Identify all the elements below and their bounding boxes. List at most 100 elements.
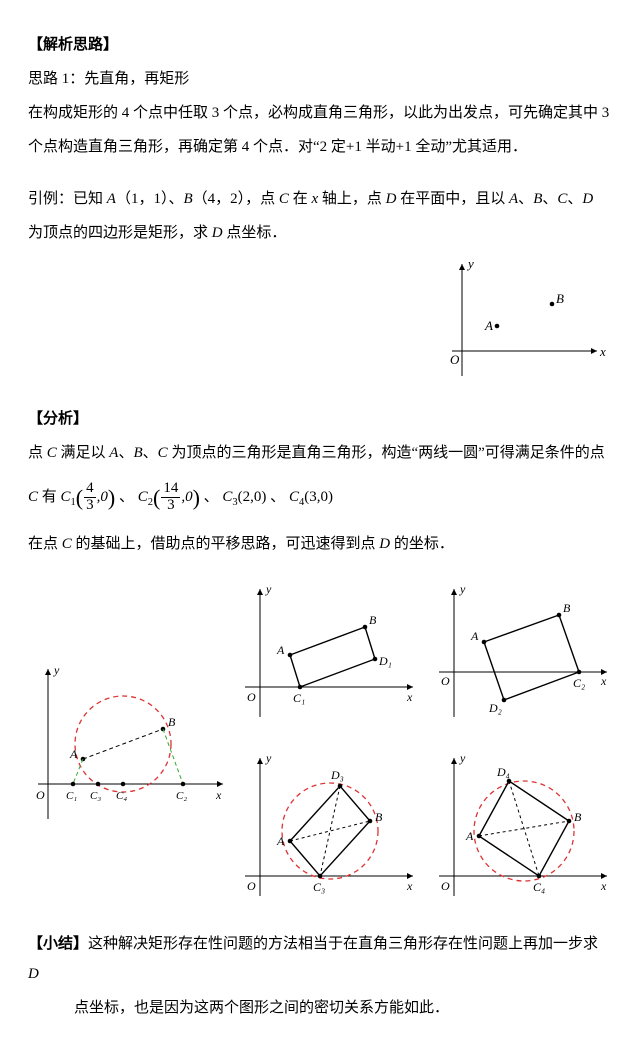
an-l3a: 在点: [28, 536, 62, 552]
analysis-title: 【分析】: [28, 404, 612, 434]
bm-x: x: [406, 879, 413, 893]
fl-x: x: [215, 788, 222, 802]
example-line2: 为顶点的四边形是矩形，求 D 点坐标．: [28, 218, 612, 248]
ex-D2: D: [582, 191, 593, 207]
ex-Ac: （1，1）: [116, 191, 169, 207]
bm-A: A: [276, 834, 285, 848]
tr-O: O: [441, 674, 450, 688]
an-C2l: C: [138, 489, 148, 505]
fl-y: y: [53, 663, 60, 677]
br-A: A: [465, 829, 474, 843]
tm-y: y: [265, 582, 272, 596]
ex-D: D: [386, 191, 397, 207]
tr-C2: C₂: [573, 676, 585, 690]
bm-D3: D₃: [330, 768, 344, 782]
fl-C3: C₃: [90, 790, 101, 802]
an-sep2: 、: [204, 489, 219, 505]
an-C4c: (3,0): [304, 489, 333, 505]
an-B: B: [133, 445, 142, 461]
figure-1-container: x y O A B: [28, 256, 612, 386]
ex-t1: 引例：已知: [28, 191, 107, 207]
figure-grid: O y x A B C₁ C₃ C₄ C₂ O y x: [28, 567, 612, 911]
ex-A: A: [107, 191, 116, 207]
bm-y: y: [265, 751, 272, 765]
fig1-O-label: O: [450, 352, 460, 367]
an-C: C: [47, 445, 57, 461]
tr-B: B: [563, 601, 571, 615]
an-C3c: (2,0): [238, 489, 267, 505]
ex-t3: 在: [289, 191, 312, 207]
figure-1: x y O A B: [422, 256, 612, 386]
analysis-l2: C 有 C1(43,0) 、 C2(143,0) 、 C3(2,0) 、 C4(…: [28, 472, 612, 525]
an-sep1: 、: [119, 489, 134, 505]
ex-t2: ，点: [245, 191, 279, 207]
an-s2: 、: [143, 445, 158, 461]
para-s1-l3: 个点构造直角三角形，再确定第 4 个点．对“2 定+1 半动+1 全动”尤其适用…: [28, 132, 612, 162]
br-B: B: [574, 810, 582, 824]
ex-l2: 为顶点的四边形是矩形，求: [28, 225, 212, 241]
br-x: x: [600, 879, 607, 893]
ex-Bc: （4，2）: [193, 191, 246, 207]
tr-A: A: [470, 629, 479, 643]
br-C4: C₄: [533, 880, 545, 894]
ex-B2: B: [533, 191, 542, 207]
tm-O: O: [247, 690, 256, 704]
sum-D: D: [28, 966, 39, 982]
ex-D3: D: [212, 225, 223, 241]
an-t1: 点: [28, 445, 47, 461]
tr-y: y: [459, 582, 466, 596]
an-C1n: 4: [84, 481, 96, 498]
fl-O: O: [36, 788, 45, 802]
figure-tm: O y x A B C₁ D₁: [232, 567, 422, 737]
an-l3b: 的基础上，借助点的平移思路，可迅速得到点: [72, 536, 380, 552]
an-C4l: C: [289, 489, 299, 505]
figure-tr: O y x A B C₂ D₂: [426, 567, 616, 737]
an-C2d: 3: [161, 498, 180, 514]
ex-t5: 在平面中，且以: [396, 191, 509, 207]
ex-s1: 、: [168, 191, 183, 207]
ex-l2b: 点坐标．: [223, 225, 287, 241]
tm-D1: D₁: [378, 654, 392, 668]
tr-x: x: [600, 674, 607, 688]
an-C2y: ,0: [181, 489, 192, 505]
fl-C2: C₂: [176, 790, 187, 802]
bm-C3: C₃: [313, 880, 325, 894]
an-C1d: 3: [84, 498, 96, 514]
fl-A: A: [69, 747, 78, 761]
bm-O: O: [247, 879, 256, 893]
para-s1-l1: 思路 1：先直角，再矩形: [28, 64, 612, 94]
analysis-l1: 点 C 满足以 A、B、C 为顶点的三角形是直角三角形，构造“两线一圆”可得满足…: [28, 438, 612, 468]
an-sep3: 、: [270, 489, 285, 505]
an-C2: C: [158, 445, 168, 461]
an-s1: 、: [118, 445, 133, 461]
an-C2n: 14: [161, 481, 180, 498]
section-title-1: 【解析思路】: [28, 30, 612, 60]
ex-A2: A: [509, 191, 518, 207]
fig1-x-label: x: [599, 344, 606, 359]
tm-B: B: [369, 613, 377, 627]
fig1-B-label: B: [556, 291, 564, 306]
analysis-l3: 在点 C 的基础上，借助点的平移思路，可迅速得到点 D 的坐标．: [28, 529, 612, 559]
ex-C2: C: [557, 191, 567, 207]
example-line1: 引例：已知 A（1，1）、B（4，2），点 C 在 x 轴上，点 D 在平面中，…: [28, 184, 612, 214]
figure-br: O y x A B C₄ D₄: [426, 741, 616, 911]
an-C1: C: [61, 489, 71, 505]
tm-x: x: [406, 690, 413, 704]
ex-s4: 、: [567, 191, 582, 207]
an-l3c: 的坐标．: [390, 536, 454, 552]
sum-t1: 这种解决矩形存在性问题的方法相当于在直角三角形存在性问题上再加一步求: [88, 936, 598, 952]
tr-D2: D₂: [488, 701, 502, 715]
fig1-A-label: A: [484, 318, 493, 333]
br-O: O: [441, 879, 450, 893]
tm-C1: C₁: [293, 691, 305, 705]
tm-A: A: [276, 643, 285, 657]
figure-left: O y x A B C₁ C₃ C₄ C₂: [28, 567, 228, 911]
an-C1y: ,0: [97, 489, 108, 505]
an-Cp: C: [28, 489, 38, 505]
fl-B: B: [168, 715, 176, 729]
an-t3: 为顶点的三角形是直角三角形，构造“两线一圆”可得满足条件的点: [168, 445, 605, 461]
summary-l1: 【小结】这种解决矩形存在性问题的方法相当于在直角三角形存在性问题上再加一步求 D: [28, 929, 612, 989]
ex-s3: 、: [542, 191, 557, 207]
an-t2: 满足以: [57, 445, 110, 461]
ex-s2: 、: [518, 191, 533, 207]
